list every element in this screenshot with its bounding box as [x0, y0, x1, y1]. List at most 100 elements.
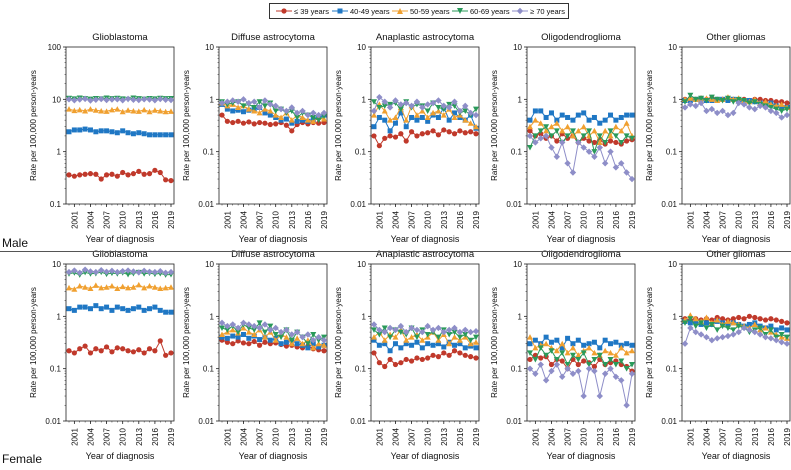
data-point — [321, 342, 327, 348]
data-point — [596, 144, 603, 151]
data-point — [71, 286, 78, 292]
data-point — [108, 106, 115, 113]
data-point — [246, 119, 252, 125]
data-point — [559, 139, 566, 146]
data-point — [602, 337, 608, 343]
data-point — [430, 342, 436, 348]
x-tick-label: 2013 — [288, 211, 297, 229]
data-point — [114, 173, 120, 179]
x-tick-label: 2004 — [547, 428, 556, 446]
data-point — [537, 361, 544, 368]
data-point — [392, 326, 399, 334]
data-point — [114, 106, 121, 112]
data-point — [251, 104, 258, 111]
data-point — [224, 98, 231, 105]
data-point — [585, 148, 593, 155]
y-axis-label: Rate per 100,000 person-years — [490, 70, 499, 181]
data-point — [219, 325, 225, 331]
data-point — [66, 172, 72, 178]
data-point — [167, 96, 175, 104]
data-point — [559, 127, 566, 134]
data-point — [240, 103, 247, 109]
data-point — [299, 333, 306, 341]
data-point — [756, 102, 764, 110]
row-label-male: Male — [2, 236, 29, 250]
y-axis-label: Rate per 100,000 person-years — [29, 70, 38, 181]
x-tick-label: 2010 — [735, 428, 744, 446]
data-point — [783, 111, 791, 119]
data-point — [607, 138, 614, 144]
data-point — [532, 337, 538, 343]
data-point — [708, 336, 716, 344]
data-point — [251, 322, 258, 330]
data-point — [382, 341, 388, 347]
data-point — [267, 337, 273, 343]
data-point — [288, 104, 295, 111]
data-point — [376, 114, 382, 120]
data-point — [381, 107, 388, 114]
y-tick-label: 0.1 — [511, 148, 523, 157]
data-point — [304, 331, 312, 338]
x-tick-label: 2010 — [272, 211, 281, 229]
data-point — [703, 314, 710, 320]
data-point — [462, 117, 469, 123]
x-axis-label: Year of diagnosis — [239, 234, 308, 244]
data-point — [300, 117, 306, 123]
data-point — [703, 325, 710, 331]
data-point — [120, 306, 126, 312]
data-point — [224, 339, 230, 345]
data-point — [152, 348, 158, 354]
data-point — [71, 307, 77, 313]
data-point — [586, 362, 593, 368]
data-point — [440, 112, 447, 118]
y-tick-label: 0.1 — [355, 365, 367, 374]
y-tick-label: 10 — [668, 43, 677, 52]
data-point — [98, 176, 104, 182]
data-point — [381, 328, 388, 336]
data-point — [382, 117, 388, 123]
data-point — [451, 98, 458, 105]
data-point — [548, 144, 555, 151]
data-point — [283, 343, 290, 349]
data-point — [446, 129, 452, 135]
data-point — [430, 128, 436, 134]
data-point — [294, 118, 300, 124]
data-point — [586, 344, 593, 351]
data-point — [569, 128, 576, 134]
data-point — [783, 340, 791, 347]
data-point — [304, 117, 311, 123]
y-axis-label: Rate per 100,000 person-years — [334, 70, 343, 181]
data-point — [618, 139, 625, 146]
chart-title: Glioblastoma — [92, 249, 148, 260]
x-tick-label: 2004 — [239, 428, 248, 446]
data-point — [283, 326, 290, 334]
data-point — [82, 343, 88, 349]
y-tick-label: 0.1 — [203, 148, 215, 157]
series-diamond — [681, 324, 791, 347]
data-point — [526, 132, 534, 140]
data-point — [623, 120, 630, 126]
data-point — [446, 117, 452, 123]
square-marker-icon — [332, 8, 348, 14]
data-point — [278, 114, 285, 120]
data-point — [168, 177, 174, 184]
data-point — [451, 348, 458, 354]
chart-panel: Glioblastoma 10 1 0.1 0.01 Rate per 100,000 p… — [29, 249, 176, 461]
data-point — [77, 346, 83, 352]
data-point — [730, 99, 737, 105]
data-point — [218, 99, 226, 107]
data-point — [425, 118, 431, 124]
data-point — [703, 107, 710, 115]
data-point — [564, 160, 571, 167]
data-point — [130, 96, 137, 103]
data-point — [767, 104, 774, 111]
plot-frame — [526, 263, 636, 422]
x-axis-label: Year of diagnosis — [391, 234, 460, 244]
data-point — [157, 169, 163, 176]
y-axis-label: Rate per 100,000 person-years — [645, 287, 654, 398]
x-tick-label: 2019 — [320, 428, 329, 446]
data-point — [240, 109, 246, 115]
data-point — [267, 326, 274, 334]
data-point — [146, 268, 153, 275]
